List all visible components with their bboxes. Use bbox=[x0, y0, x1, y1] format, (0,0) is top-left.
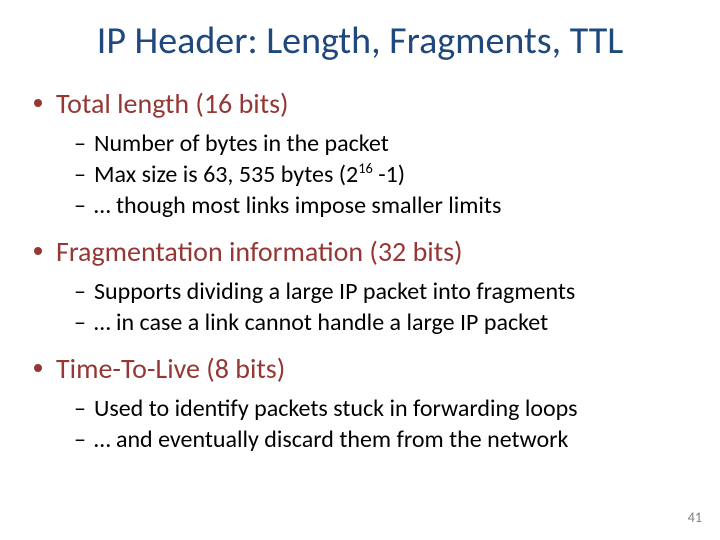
bullet-heading-text: Total length (16 bits) bbox=[56, 86, 289, 121]
sub-bullet: – Max size is 63, 535 bytes (216 -1) bbox=[74, 160, 692, 189]
slide-title: IP Header: Length, Fragments, TTL bbox=[28, 18, 692, 64]
sub-bullet-text: … in case a link cannot handle a large I… bbox=[94, 308, 548, 337]
sub-bullet: – … and eventually discard them from the… bbox=[74, 425, 692, 454]
bullet-heading-text: Fragmentation information (32 bits) bbox=[56, 234, 463, 269]
sub-bullet-text: … though most links impose smaller limit… bbox=[94, 191, 501, 220]
bullet-heading: Fragmentation information (32 bits) bbox=[34, 234, 692, 269]
sub-bullet-text: Supports dividing a large IP packet into… bbox=[94, 277, 575, 306]
dash-icon: – bbox=[74, 308, 86, 337]
dash-icon: – bbox=[74, 277, 86, 306]
bullet-heading: Time-To-Live (8 bits) bbox=[34, 351, 692, 386]
sub-bullet: – Supports dividing a large IP packet in… bbox=[74, 277, 692, 306]
sub-bullet-text: Number of bytes in the packet bbox=[94, 129, 389, 158]
sub-bullet: – … in case a link cannot handle a large… bbox=[74, 308, 692, 337]
sub-bullet: – Number of bytes in the packet bbox=[74, 129, 692, 158]
bullet-heading-text: Time-To-Live (8 bits) bbox=[56, 351, 285, 386]
bullet-dot-icon bbox=[34, 364, 42, 372]
dash-icon: – bbox=[74, 394, 86, 423]
dash-icon: – bbox=[74, 191, 86, 220]
section-total-length: Total length (16 bits) – Number of bytes… bbox=[28, 86, 692, 220]
slide: IP Header: Length, Fragments, TTL Total … bbox=[0, 0, 720, 540]
bullet-dot-icon bbox=[34, 247, 42, 255]
sub-bullet: – Used to identify packets stuck in forw… bbox=[74, 394, 692, 423]
dash-icon: – bbox=[74, 129, 86, 158]
sub-bullet-text: Used to identify packets stuck in forwar… bbox=[94, 394, 578, 423]
sub-bullet: – … though most links impose smaller lim… bbox=[74, 191, 692, 220]
page-number: 41 bbox=[688, 509, 702, 526]
dash-icon: – bbox=[74, 425, 86, 454]
bullet-heading: Total length (16 bits) bbox=[34, 86, 692, 121]
sub-bullet-text: Max size is 63, 535 bytes (216 -1) bbox=[94, 160, 405, 189]
section-ttl: Time-To-Live (8 bits) – Used to identify… bbox=[28, 351, 692, 454]
bullet-dot-icon bbox=[34, 99, 42, 107]
sub-bullet-text: … and eventually discard them from the n… bbox=[94, 425, 568, 454]
dash-icon: – bbox=[74, 160, 86, 189]
section-fragmentation: Fragmentation information (32 bits) – Su… bbox=[28, 234, 692, 337]
